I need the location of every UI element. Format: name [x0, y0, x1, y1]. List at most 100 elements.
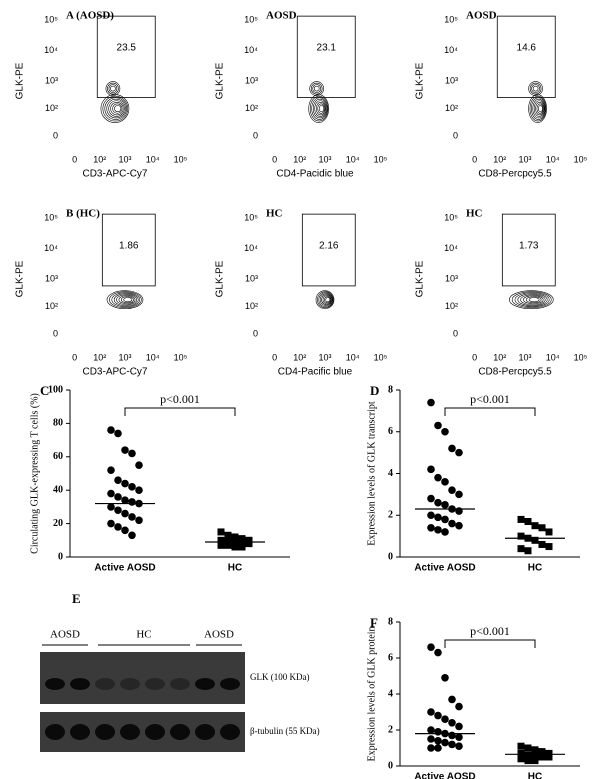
x-tick-label: 10²	[293, 352, 306, 362]
data-point	[121, 446, 129, 454]
contour	[536, 103, 544, 114]
band	[70, 678, 90, 690]
x-tick-label: 10²	[493, 154, 506, 164]
x-tick-label: 10³	[318, 154, 331, 164]
contour	[517, 293, 548, 307]
contour	[313, 85, 320, 92]
contour	[528, 81, 543, 96]
y-tick-label: 6	[388, 652, 393, 663]
panel-label: C	[40, 383, 49, 398]
data-point	[245, 540, 253, 548]
y-tick-label: 10²	[245, 301, 258, 311]
contour	[529, 95, 547, 122]
data-point	[434, 728, 442, 736]
data-point	[531, 757, 539, 765]
data-point	[434, 473, 442, 482]
data-point	[531, 522, 539, 530]
band	[45, 724, 65, 740]
contour	[312, 98, 327, 119]
data-point	[545, 753, 553, 761]
data-point	[538, 753, 546, 761]
data-point	[128, 513, 136, 521]
data-point	[538, 748, 546, 756]
panel-label: AOSD	[266, 10, 297, 22]
contour	[309, 81, 325, 96]
y-tick-label: 10³	[445, 75, 458, 85]
y-axis-label: GLK-PE	[15, 260, 26, 297]
contour	[114, 105, 122, 113]
x-tick-label: 0	[472, 154, 477, 164]
p-value: p<0.001	[470, 392, 510, 406]
contour	[520, 294, 546, 306]
data-point	[238, 535, 246, 543]
y-axis-label: Circulating GLK-expressing T cells (%)	[29, 393, 40, 554]
x-tick-label: 10³	[118, 352, 131, 362]
data-point	[121, 496, 129, 505]
x-tick-label: 10³	[318, 352, 331, 362]
y-tick-label: 10⁵	[44, 213, 58, 223]
lane-group-label: HC	[136, 629, 151, 641]
data-point	[427, 643, 435, 651]
data-point	[441, 715, 449, 723]
panel-label: AOSD	[466, 10, 497, 22]
contour	[108, 84, 118, 93]
data-point	[217, 541, 225, 549]
x-tick-label: 10⁵	[174, 352, 188, 362]
band	[220, 678, 240, 690]
data-point	[434, 744, 442, 752]
significance-bracket	[444, 639, 536, 648]
gate-percentage: 23.5	[117, 43, 137, 54]
contour	[322, 295, 332, 305]
data-point	[128, 531, 136, 540]
y-tick-label: 60	[53, 451, 63, 462]
gate-percentage: 23.1	[317, 43, 337, 54]
x-tick-label: HC	[228, 563, 242, 574]
data-point	[135, 516, 143, 525]
x-tick-label: 10⁵	[174, 154, 188, 164]
contour	[104, 97, 127, 120]
y-axis-label: GLK-PE	[215, 260, 226, 297]
contour	[315, 290, 335, 310]
data-point	[455, 521, 463, 530]
x-tick-label: HC	[528, 772, 542, 779]
panel-label: F	[370, 615, 378, 630]
p-value: p<0.001	[470, 624, 510, 638]
y-tick-label: 10⁴	[444, 243, 458, 253]
data-point	[121, 526, 129, 535]
contour	[109, 291, 142, 309]
gate-percentage: 1.86	[119, 241, 139, 252]
x-axis-label: CD3-APC-Cy7	[82, 367, 147, 378]
contour	[533, 100, 545, 117]
data-point	[531, 536, 539, 544]
data-point	[121, 509, 129, 518]
y-tick-label: 10⁴	[244, 45, 258, 55]
x-tick-label: 10³	[518, 352, 531, 362]
y-tick-label: 40	[53, 484, 63, 495]
y-tick-label: 10³	[245, 273, 258, 283]
contour	[309, 95, 329, 122]
x-tick-label: 0	[472, 352, 477, 362]
data-point	[441, 478, 449, 486]
x-tick-label: 10⁴	[346, 352, 360, 362]
x-tick-label: 10³	[118, 154, 131, 164]
contour	[113, 293, 139, 307]
y-tick-label: 10²	[445, 103, 458, 113]
data-point	[524, 547, 532, 555]
x-tick-label: Active AOSD	[414, 563, 475, 574]
y-tick-label: 0	[453, 329, 458, 339]
y-tick-label: 10⁴	[444, 45, 458, 55]
panel-label: A (AOSD)	[66, 10, 114, 22]
band	[70, 724, 90, 740]
contour	[105, 81, 121, 96]
x-axis-label: CD8-Percpcy5.5	[478, 367, 552, 378]
y-tick-label: 0	[453, 131, 458, 141]
data-point	[231, 543, 239, 551]
y-tick-label: 0	[388, 551, 393, 562]
contour	[118, 295, 136, 305]
lane-group-label: AOSD	[204, 629, 234, 641]
data-point	[448, 731, 456, 740]
data-point	[107, 503, 115, 511]
x-tick-label: 10²	[293, 154, 306, 164]
contour	[508, 290, 554, 310]
